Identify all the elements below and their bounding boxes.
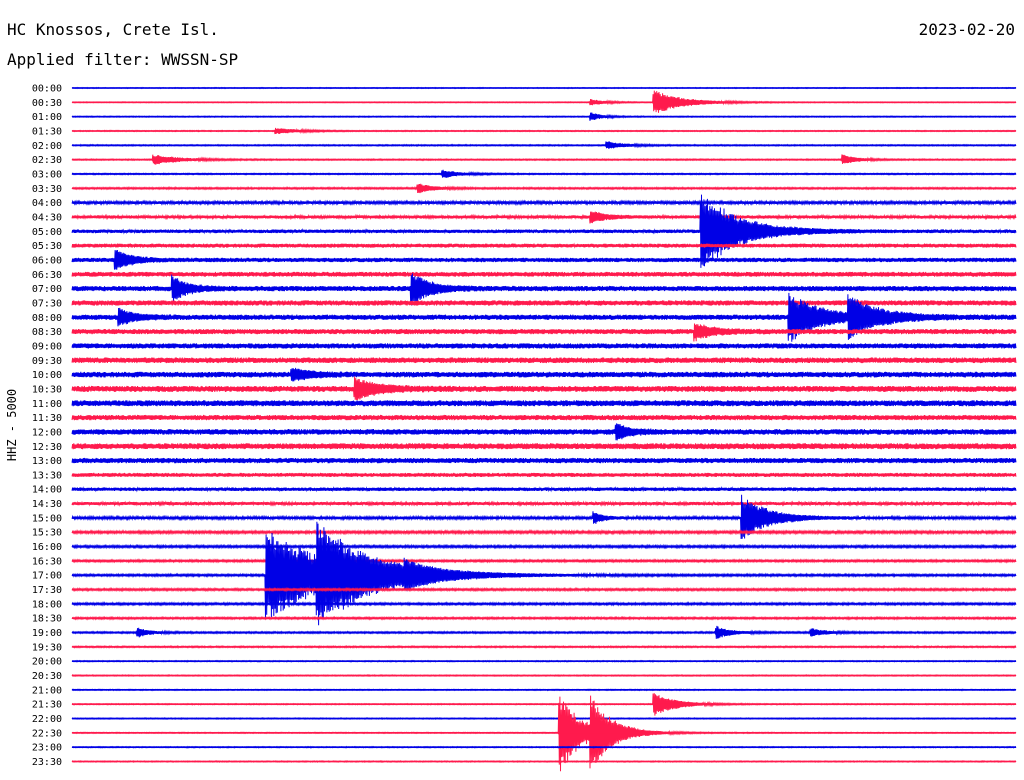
time-tick-label: 07:30 bbox=[32, 298, 62, 309]
time-tick-label: 04:30 bbox=[32, 212, 62, 223]
time-tick-label: 10:00 bbox=[32, 370, 62, 381]
time-tick-label: 22:00 bbox=[32, 714, 62, 725]
date-label: 2023-02-20 bbox=[918, 20, 1015, 39]
seismogram-traces bbox=[71, 86, 1017, 772]
time-tick-label: 06:00 bbox=[32, 255, 62, 266]
time-tick-label: 18:00 bbox=[32, 599, 62, 610]
time-tick-label: 23:00 bbox=[32, 743, 62, 754]
time-tick-label: 09:30 bbox=[32, 356, 62, 367]
time-tick-label: 22:30 bbox=[32, 728, 62, 739]
time-tick-label: 08:30 bbox=[32, 327, 62, 338]
time-tick-label: 01:00 bbox=[32, 112, 62, 123]
time-tick-label: 13:00 bbox=[32, 456, 62, 467]
trace-line bbox=[71, 323, 1017, 342]
time-tick-label: 21:30 bbox=[32, 700, 62, 711]
time-tick-label: 20:30 bbox=[32, 671, 62, 682]
time-tick-label: 02:30 bbox=[32, 155, 62, 166]
time-tick-label: 15:00 bbox=[32, 513, 62, 524]
time-tick-label: 16:00 bbox=[32, 542, 62, 553]
time-tick-label: 19:00 bbox=[32, 628, 62, 639]
time-tick-label: 16:30 bbox=[32, 556, 62, 567]
time-tick-label: 01:30 bbox=[32, 126, 62, 137]
time-tick-label: 15:30 bbox=[32, 528, 62, 539]
time-tick-label: 11:00 bbox=[32, 399, 62, 410]
time-tick-label: 06:30 bbox=[32, 270, 62, 281]
time-tick-label: 20:00 bbox=[32, 657, 62, 668]
time-tick-label: 14:00 bbox=[32, 485, 62, 496]
time-tick-label: 18:30 bbox=[32, 614, 62, 625]
time-tick-label: 05:30 bbox=[32, 241, 62, 252]
time-tick-label: 17:00 bbox=[32, 571, 62, 582]
time-tick-label: 23:30 bbox=[32, 757, 62, 768]
time-tick-label: 09:00 bbox=[32, 341, 62, 352]
time-tick-label: 11:30 bbox=[32, 413, 62, 424]
trace-line bbox=[71, 521, 1017, 626]
time-tick-label: 03:00 bbox=[32, 169, 62, 180]
time-tick-label: 13:30 bbox=[32, 470, 62, 481]
time-tick-labels: 00:00 00:30 01:00 01:30 02:00 02:30 03:00 03:30… bbox=[32, 84, 62, 769]
station-title: HC Knossos, Crete Isl. bbox=[7, 20, 219, 39]
trace-line bbox=[71, 273, 1017, 306]
time-tick-label: 17:30 bbox=[32, 585, 62, 596]
time-tick-label: 04:00 bbox=[32, 198, 62, 209]
time-tick-label: 00:00 bbox=[32, 84, 62, 95]
time-tick-label: 02:00 bbox=[32, 141, 62, 152]
time-tick-label: 21:00 bbox=[32, 685, 62, 696]
time-tick-label: 08:00 bbox=[32, 313, 62, 324]
time-tick-label: 07:00 bbox=[32, 284, 62, 295]
time-tick-label: 10:30 bbox=[32, 384, 62, 395]
time-tick-label: 03:30 bbox=[32, 184, 62, 195]
time-tick-label: 12:30 bbox=[32, 442, 62, 453]
trace-line bbox=[71, 292, 1017, 342]
time-tick-label: 12:00 bbox=[32, 427, 62, 438]
time-tick-label: 00:30 bbox=[32, 98, 62, 109]
time-tick-label: 19:30 bbox=[32, 642, 62, 653]
time-tick-label: 14:30 bbox=[32, 499, 62, 510]
time-tick-label: 05:00 bbox=[32, 227, 62, 238]
filter-label: Applied filter: WWSSN-SP bbox=[7, 50, 239, 69]
